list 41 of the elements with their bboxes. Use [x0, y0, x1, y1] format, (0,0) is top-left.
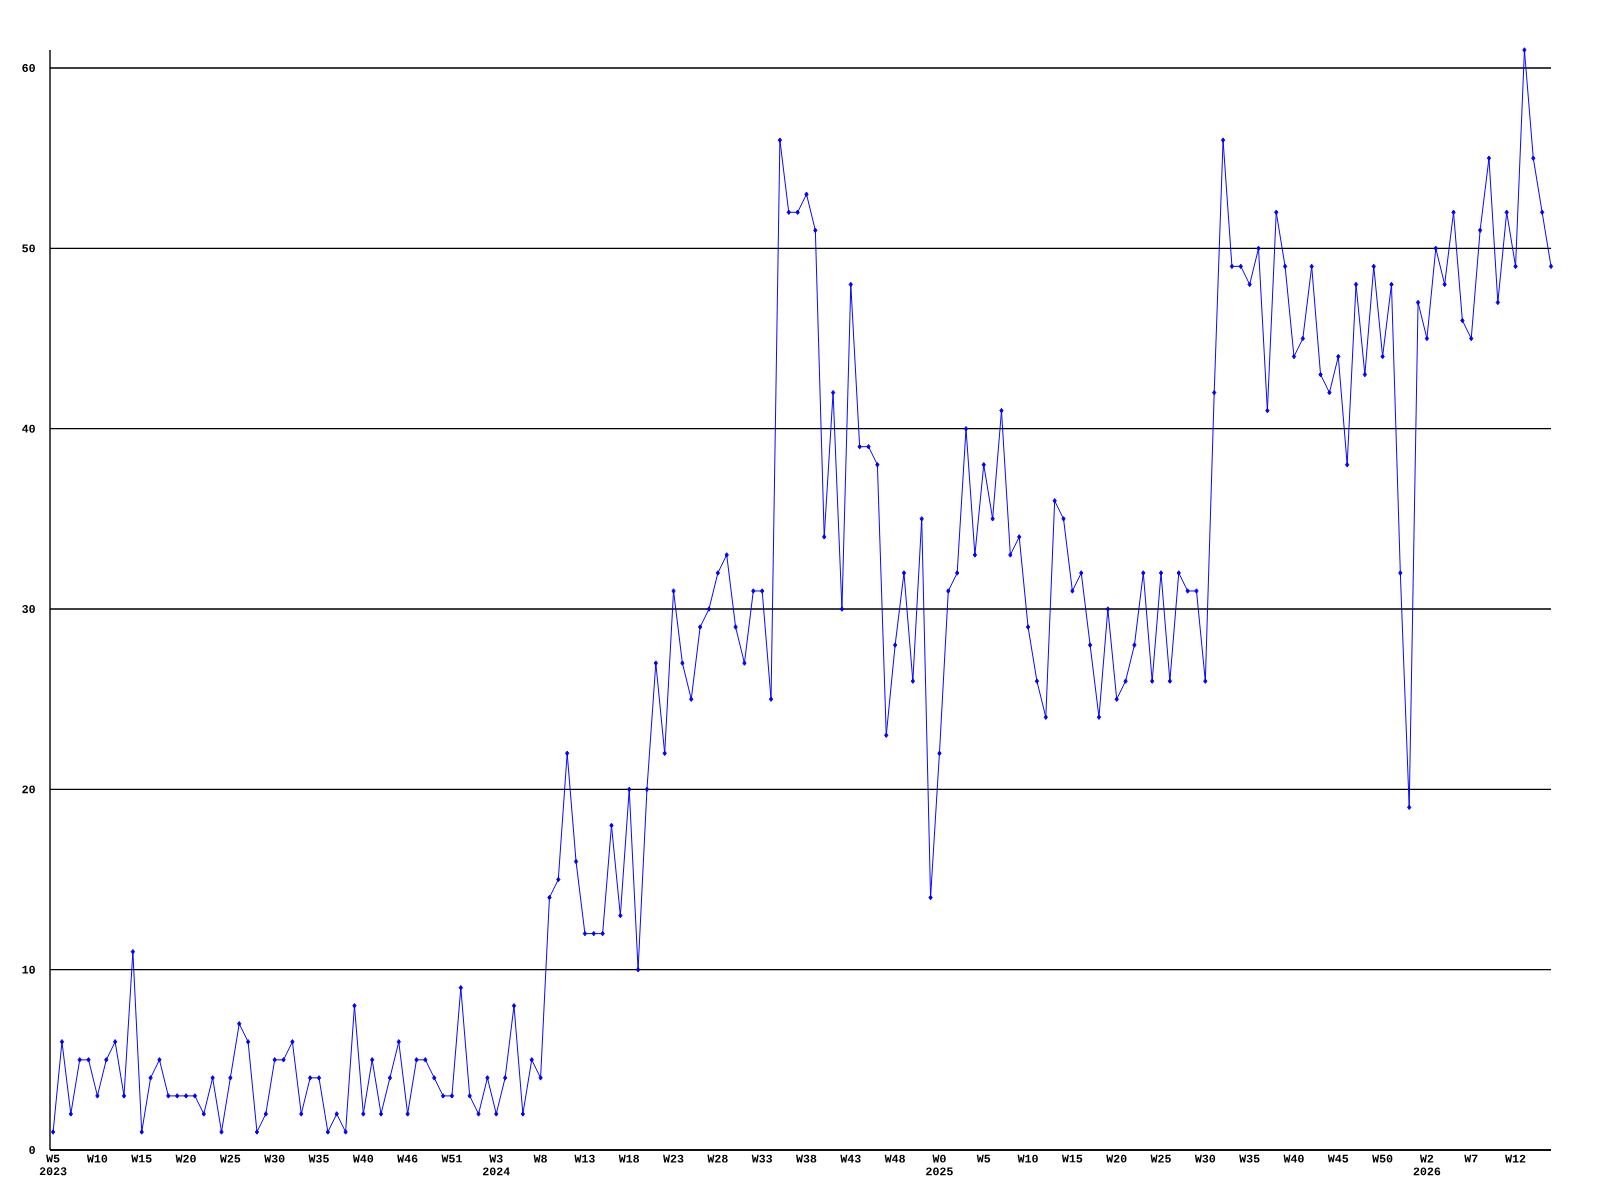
x-tick-label: W15 [1061, 1154, 1083, 1163]
x-tick-label: W46 [397, 1154, 418, 1163]
x-tick-label: W12 [1505, 1154, 1526, 1163]
y-tick-label: 0 [29, 1146, 35, 1154]
x-tick-label: W18 [618, 1154, 640, 1163]
x-tick-label: W3 2024 [483, 1154, 510, 1176]
x-tick-label: W43 [840, 1154, 861, 1163]
x-tick-label: W23 [663, 1154, 684, 1163]
x-tick-label: W25 [219, 1154, 241, 1163]
x-tick-label: W15 [131, 1154, 152, 1163]
x-tick-label: W35 [308, 1154, 329, 1163]
x-tick-label: W5 2023 [39, 1154, 67, 1176]
y-tick-label: 30 [22, 605, 35, 613]
y-tick-label: 40 [22, 424, 35, 433]
y-tick-label: 10 [22, 965, 35, 974]
x-tick-label: W8 [533, 1154, 547, 1163]
x-tick-label: W33 [751, 1154, 773, 1163]
x-tick-label: W30 [264, 1154, 285, 1163]
y-tick-label: 50 [22, 244, 35, 253]
x-tick-label: W13 [574, 1154, 595, 1163]
x-tick-label: W25 [1150, 1154, 1171, 1163]
x-tick-label: W45 [1327, 1154, 1349, 1163]
x-tick-label: W50 [1372, 1154, 1393, 1163]
y-tick-label: 60 [22, 64, 35, 72]
x-tick-label: W20 [175, 1154, 196, 1163]
x-tick-label: W30 [1194, 1154, 1216, 1163]
x-tick-label: W48 [884, 1154, 905, 1163]
x-tick-label: W2 2026 [1413, 1154, 1441, 1176]
x-tick-label: W20 [1106, 1154, 1127, 1163]
x-tick-label: W28 [707, 1154, 728, 1163]
x-tick-label: W51 [441, 1154, 462, 1163]
x-tick-label: W35 [1239, 1154, 1260, 1163]
x-tick-label: W10 [1017, 1154, 1038, 1163]
x-tick-label: W40 [352, 1154, 374, 1163]
x-tick-label: W7 [1464, 1154, 1478, 1163]
x-tick-label: W40 [1283, 1154, 1304, 1163]
x-tick-label: W38 [796, 1154, 817, 1163]
x-tick-label: W5 [976, 1154, 991, 1163]
x-tick-label: W10 [86, 1154, 108, 1163]
y-tick-label: 20 [22, 785, 35, 794]
x-tick-label: W0 2025 [926, 1154, 953, 1176]
